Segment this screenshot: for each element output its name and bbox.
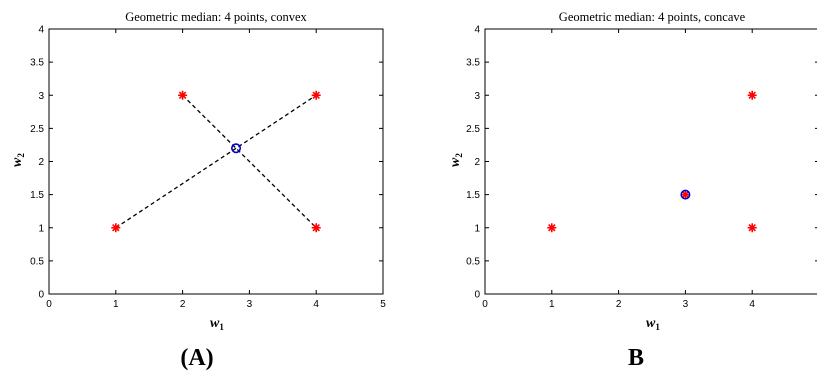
data-point-marker: [311, 90, 321, 100]
x-tick-label: 1: [549, 299, 555, 310]
data-points: [547, 90, 757, 233]
y-axis-label: w2: [448, 153, 464, 167]
data-point-marker: [178, 90, 188, 100]
median-point: [231, 143, 242, 154]
x-tick-label: 0: [46, 299, 52, 310]
y-tick-label: 3.5: [30, 58, 44, 69]
y-tick-label: 2: [38, 157, 44, 168]
dashed-line: [182, 94, 317, 229]
median-point: [680, 189, 691, 200]
panel-label: B: [628, 345, 644, 371]
x-tick-label: 2: [616, 299, 622, 310]
y-tick-label: 2: [474, 157, 480, 168]
y-tick-label: 4: [474, 25, 480, 36]
x-tick-label: 5: [380, 299, 386, 310]
y-tick-label: 1: [474, 223, 480, 234]
data-point-marker-stroke: [312, 91, 320, 99]
x-tick-label: 2: [180, 299, 186, 310]
data-point-marker: [680, 190, 690, 200]
data-point-marker-stroke: [681, 190, 690, 199]
chart-panel-convex: Geometric median: 4 points, convex 0 1 2 3 4…: [10, 10, 386, 371]
data-point-marker-stroke: [748, 224, 756, 232]
x-tick-label: 4: [313, 299, 319, 310]
data-point-marker: [747, 90, 757, 100]
y-tick-label: 3: [38, 91, 44, 102]
y-tick-label: 0: [38, 290, 44, 301]
y-tick-label: 3: [474, 91, 480, 102]
data-point-marker-stroke: [312, 224, 320, 232]
dashed-lines: [115, 94, 317, 229]
data-point-marker: [311, 223, 321, 233]
y-tick-label: 2.5: [466, 124, 480, 135]
y-axis-ticks: 0 0.5 1 1.5 2 2.5 3 3.5 4: [466, 25, 817, 301]
x-axis-label: w1: [210, 316, 224, 332]
x-tick-label: 0: [482, 299, 488, 310]
data-points: [111, 90, 321, 233]
panel-label: (A): [180, 345, 213, 371]
y-tick-label: 0: [474, 290, 480, 301]
data-point-marker-stroke: [548, 224, 556, 232]
plot-frame: [484, 28, 817, 295]
x-axis-ticks: 0 1 2 3 4: [482, 29, 755, 310]
x-tick-label: 3: [683, 299, 689, 310]
y-tick-label: 2.5: [30, 124, 44, 135]
x-axis-label: w1: [646, 316, 660, 332]
y-axis-label: w2: [10, 153, 26, 167]
data-point-marker: [547, 223, 557, 233]
data-point-marker-stroke: [748, 91, 756, 99]
y-axis-ticks: 0 0.5 1 1.5 2 2.5 3 3.5 4: [30, 25, 383, 301]
x-tick-label: 1: [113, 299, 119, 310]
data-point-marker-stroke: [112, 224, 120, 232]
median-marker: [680, 189, 691, 200]
x-tick-label: 4: [749, 299, 755, 310]
x-axis-ticks: 0 1 2 3 4 5: [46, 29, 386, 310]
x-tick-label: 3: [247, 299, 253, 310]
chart-title: Geometric median: 4 points, convex: [125, 10, 307, 24]
y-tick-label: 3.5: [466, 58, 480, 69]
y-tick-label: 1.5: [466, 190, 480, 201]
y-tick-label: 1: [38, 223, 44, 234]
y-tick-label: 1.5: [30, 190, 44, 201]
dashed-line: [115, 94, 317, 229]
y-tick-label: 4: [38, 25, 44, 36]
median-marker: [231, 143, 242, 154]
chart-panel-concave: Geometric median: 4 points, concave 0 1 2 3…: [448, 10, 817, 371]
y-tick-label: 0.5: [30, 256, 44, 267]
data-point-marker-stroke: [178, 91, 187, 99]
y-tick-label: 0.5: [466, 256, 480, 267]
chart-title: Geometric median: 4 points, concave: [559, 10, 746, 24]
data-point-marker: [111, 223, 121, 233]
data-point-marker: [747, 223, 757, 233]
